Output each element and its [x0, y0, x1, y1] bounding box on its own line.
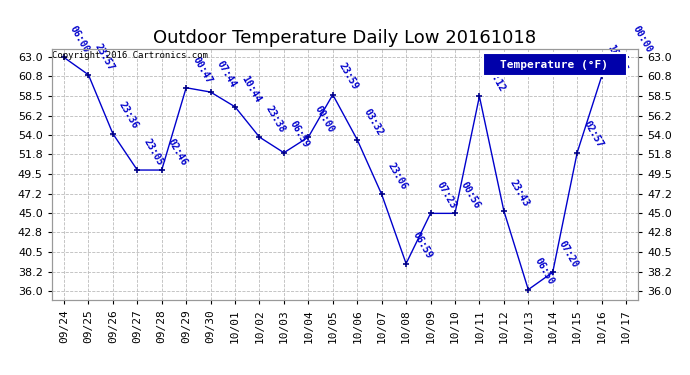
Text: 00:56: 00:56 — [459, 180, 482, 211]
Text: 23:38: 23:38 — [264, 104, 287, 134]
Text: 06:59: 06:59 — [288, 120, 311, 150]
Text: 23:05: 23:05 — [141, 137, 165, 167]
Text: 23:36: 23:36 — [117, 100, 140, 131]
Text: 00:00: 00:00 — [630, 24, 653, 55]
Text: 18:57: 18:57 — [606, 43, 629, 74]
Text: 06:59: 06:59 — [411, 230, 433, 261]
Text: 07:23: 07:23 — [435, 180, 458, 211]
Text: 07:12: 07:12 — [484, 63, 507, 94]
Text: 00:47: 00:47 — [190, 54, 214, 85]
Text: 23:43: 23:43 — [508, 177, 531, 208]
Text: 23:57: 23:57 — [92, 42, 116, 72]
Text: Copyright 2016 Cartronics.com: Copyright 2016 Cartronics.com — [52, 51, 208, 60]
Text: Temperature (°F): Temperature (°F) — [500, 60, 609, 70]
Text: 10:44: 10:44 — [239, 74, 263, 104]
Text: 06:00: 06:00 — [68, 24, 92, 55]
Text: 07:20: 07:20 — [557, 239, 580, 270]
Text: 02:46: 02:46 — [166, 137, 189, 167]
Text: 23:06: 23:06 — [386, 161, 409, 192]
Text: 00:00: 00:00 — [313, 104, 336, 134]
Text: 07:44: 07:44 — [215, 59, 238, 89]
Text: 23:59: 23:59 — [337, 62, 360, 92]
Text: 02:57: 02:57 — [581, 120, 604, 150]
Title: Outdoor Temperature Daily Low 20161018: Outdoor Temperature Daily Low 20161018 — [153, 29, 537, 47]
Text: 03:32: 03:32 — [362, 106, 385, 137]
FancyBboxPatch shape — [483, 53, 627, 76]
Text: 06:50: 06:50 — [533, 256, 556, 287]
